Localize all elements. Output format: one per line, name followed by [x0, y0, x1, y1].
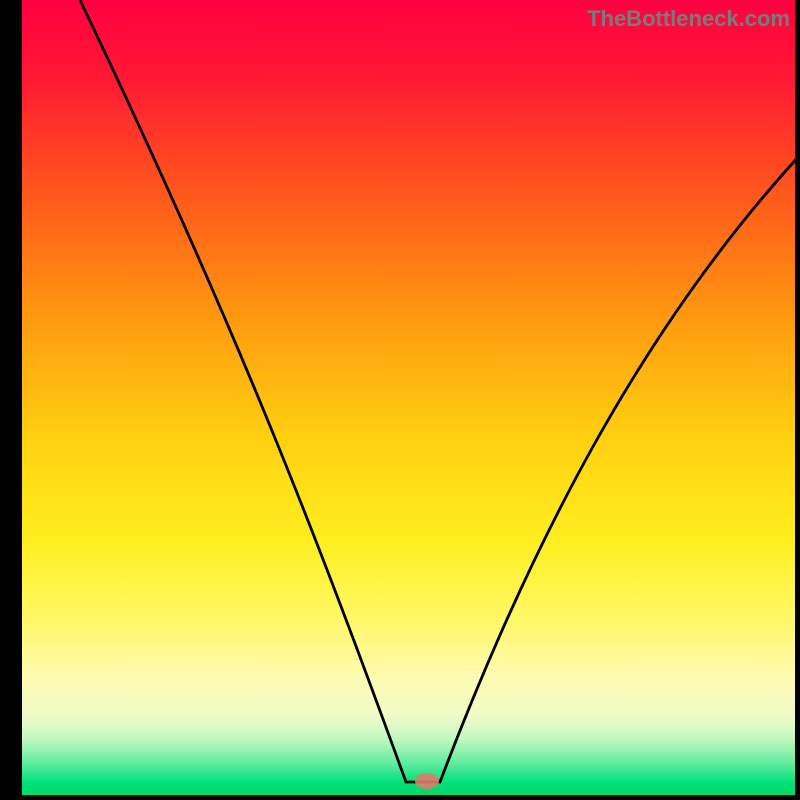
bottleneck-chart	[0, 0, 800, 800]
optimum-marker	[415, 773, 439, 789]
chart-container: TheBottleneck.com	[0, 0, 800, 800]
right-frame-bar	[795, 0, 800, 800]
left-frame-bar	[0, 0, 22, 800]
bottom-frame-bar	[0, 795, 800, 800]
watermark-text: TheBottleneck.com	[587, 6, 790, 32]
gradient-background	[22, 0, 795, 795]
